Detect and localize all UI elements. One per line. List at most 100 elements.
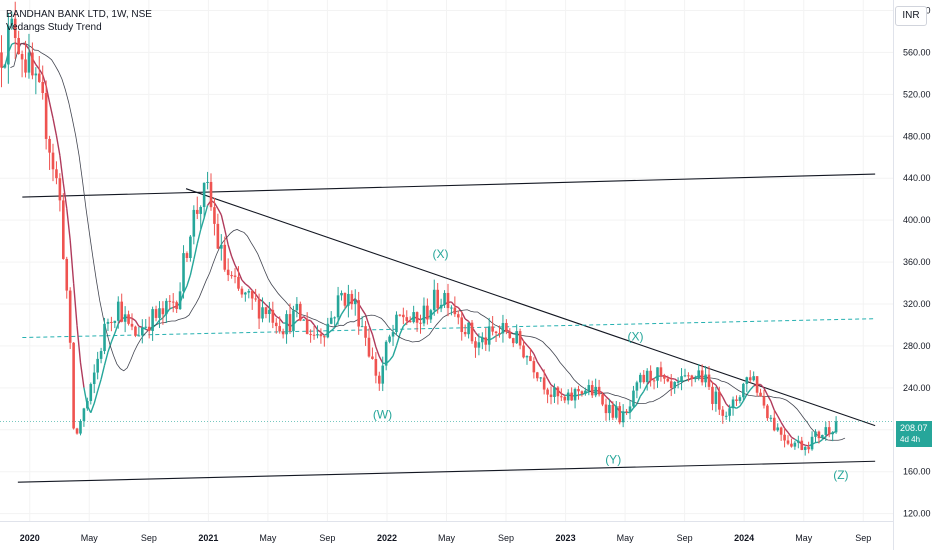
wave-label[interactable]: (Y) (605, 452, 621, 466)
candle-body (721, 409, 725, 416)
candle-body (755, 376, 759, 393)
trend-indicator-segment (159, 317, 164, 321)
trend-indicator-segment (736, 405, 741, 409)
candle-body (560, 396, 563, 398)
candle-body (790, 443, 793, 447)
candle-body (546, 389, 549, 395)
trend-indicator-segment (715, 384, 720, 392)
wave-label[interactable]: (X) (628, 330, 644, 344)
price-tick-label: 560.00 (903, 47, 931, 57)
candle-body (199, 207, 202, 214)
candle-body (295, 303, 299, 311)
candle-body (10, 18, 14, 26)
candle-body (147, 326, 151, 331)
dashed-trendline[interactable] (22, 318, 876, 339)
candle-body (288, 314, 292, 332)
trend-indicator-segment (134, 320, 140, 327)
candle-body (821, 434, 824, 439)
candle-body (250, 291, 254, 299)
candle-body (106, 321, 110, 324)
candle-body (422, 305, 426, 324)
candle-body (625, 411, 628, 413)
trend-indicator-segment (461, 311, 466, 320)
candle-body (824, 427, 828, 435)
trend-indicator-segment (526, 344, 531, 350)
candle-body (178, 291, 182, 310)
candle-body (587, 385, 591, 391)
candle-body (697, 370, 701, 379)
time-tick-label: May (81, 533, 99, 543)
candle-body (745, 377, 749, 384)
trend-indicator-segment (664, 375, 669, 379)
candle-body (206, 181, 209, 183)
trend-indicator-segment (746, 389, 751, 395)
trend-indicator-segment (667, 376, 672, 380)
wave-label[interactable]: (Z) (833, 468, 848, 482)
candle-body (285, 314, 288, 335)
horizontal-resistance-line[interactable] (22, 173, 876, 198)
candle-body (532, 361, 536, 373)
candle-body (453, 307, 457, 315)
candle-body (151, 309, 154, 331)
trend-indicator-segment (722, 396, 727, 405)
trend-indicator-segment (196, 229, 202, 244)
trend-indicator-segment (712, 382, 717, 386)
candle-body (371, 356, 374, 359)
time-axis[interactable]: 2020 May Sep 2021 May Sep 2022 May Sep 2023 May Sep… (20, 533, 871, 543)
drawn-trendlines (0, 173, 893, 483)
candle-body (65, 258, 69, 291)
candle-body (0, 52, 3, 68)
trend-indicator-segment (265, 304, 270, 309)
candle-body (195, 209, 199, 214)
candle-body (168, 300, 172, 302)
wave-label[interactable]: (X) (433, 247, 449, 261)
trend-indicator-segment (303, 316, 308, 321)
trend-indicator-segment (364, 314, 370, 326)
candle-body (817, 431, 821, 439)
support-trendline[interactable] (17, 460, 876, 483)
trend-indicator-segment (368, 324, 374, 335)
wave-label[interactable]: (W) (373, 407, 392, 421)
trend-indicator-segment (646, 379, 652, 385)
candle-body (312, 334, 316, 336)
candle-body (639, 374, 642, 383)
symbol-title[interactable]: BANDHAN BANK LTD, 1W, NSE (6, 9, 152, 20)
indicator-lines (1, 42, 846, 447)
candle-body (827, 427, 831, 435)
candle-body (316, 334, 319, 336)
candle-body (278, 326, 281, 332)
trend-indicator-segment (371, 334, 377, 348)
candle-body (450, 307, 453, 309)
last-price-badge: 208.07 4d 4h (896, 421, 932, 447)
trend-indicator-segment (248, 286, 253, 291)
candle-body (244, 292, 247, 295)
candlestick-series (0, 1, 838, 456)
candle-body (384, 341, 388, 366)
candle-body (498, 332, 501, 334)
trend-indicator-segment (474, 332, 480, 338)
currency-button[interactable]: INR (895, 6, 927, 26)
trend-indicator-segment (492, 335, 497, 339)
trend-indicator-segment (24, 44, 30, 50)
trend-indicator-segment (79, 362, 85, 388)
candle-body (161, 308, 165, 315)
candle-body (769, 417, 773, 419)
trend-indicator-segment (340, 308, 346, 315)
descending-trendline[interactable] (185, 188, 876, 427)
trend-indicator-segment (96, 379, 102, 392)
candle-body (319, 334, 323, 337)
candle-body (72, 342, 75, 429)
candle-body (834, 421, 838, 433)
time-tick-label: Sep (677, 533, 693, 543)
candle-body (247, 291, 251, 293)
candle-body (731, 399, 735, 409)
candle-body (137, 335, 141, 337)
candle-body (656, 367, 659, 381)
candle-body (343, 292, 347, 306)
candle-body (470, 322, 474, 342)
trend-indicator-segment (55, 135, 61, 156)
candle-body (17, 37, 20, 55)
indicator-title[interactable]: Vedangs Study Trend (6, 22, 102, 33)
trend-indicator-segment (378, 356, 384, 364)
